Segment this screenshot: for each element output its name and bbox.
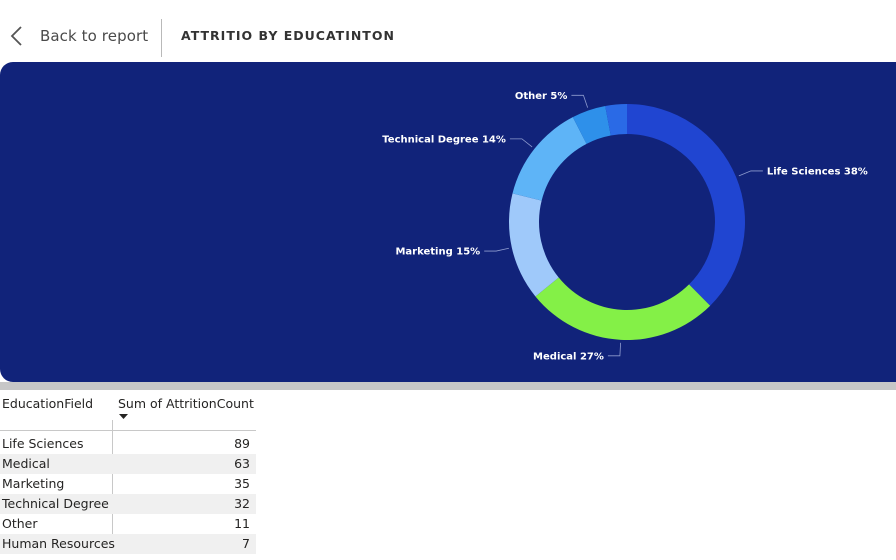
column-header-education-field[interactable]: EducationField	[2, 396, 94, 411]
data-label-marketing: Marketing 15%	[395, 247, 480, 258]
chart-panel	[0, 62, 896, 382]
donut-slice-marketing[interactable]	[509, 193, 559, 297]
table-row[interactable]: Technical Degree 32	[0, 494, 256, 514]
cell-education-field: Technical Degree	[2, 496, 109, 511]
chevron-left-icon	[10, 26, 22, 46]
data-label-medical: Medical 27%	[533, 351, 604, 362]
column-header-sum-attrition[interactable]: Sum of AttritionCount	[118, 396, 254, 411]
leader-line-technical-degree	[509, 138, 533, 148]
cell-education-field: Human Resources	[2, 536, 115, 551]
cell-attrition-count: 7	[242, 536, 250, 551]
data-label-other: Other 5%	[515, 91, 568, 102]
table-header: EducationField Sum of AttritionCount	[0, 393, 256, 431]
cell-education-field: Other	[2, 516, 38, 531]
donut-slice-medical[interactable]	[535, 277, 711, 340]
cell-attrition-count: 63	[234, 456, 250, 471]
leader-line-life-sciences	[738, 170, 763, 177]
leader-line-medical	[607, 342, 621, 357]
cell-attrition-count: 89	[234, 436, 250, 451]
cell-attrition-count: 32	[234, 496, 250, 511]
leader-line-marketing	[484, 247, 509, 252]
back-button[interactable]: Back to report	[6, 18, 148, 54]
table-row[interactable]: Life Sciences 89	[0, 434, 256, 454]
cell-education-field: Marketing	[2, 476, 65, 491]
column-divider	[112, 420, 113, 542]
data-label-technical-degree: Technical Degree 14%	[382, 134, 506, 145]
page-title: ATTRITIO BY EDUCATINTON	[181, 28, 395, 43]
leader-line-other	[571, 94, 589, 108]
table-row[interactable]: Marketing 35	[0, 474, 256, 494]
data-table: EducationField Sum of AttritionCount Lif…	[0, 393, 256, 554]
cell-education-field: Life Sciences	[2, 436, 84, 451]
cell-education-field: Medical	[2, 456, 50, 471]
table-row[interactable]: Other 11	[0, 514, 256, 534]
donut-slice-technical-degree[interactable]	[512, 117, 587, 201]
donut-slice-human-resources[interactable]	[605, 104, 627, 136]
donut-chart[interactable]: Life Sciences 38% Medical 27% Marketing 15…	[0, 62, 896, 382]
chart-panel-shadow	[0, 382, 896, 390]
back-button-label: Back to report	[40, 27, 149, 45]
sort-descending-icon[interactable]	[119, 414, 128, 419]
cell-attrition-count: 11	[234, 516, 250, 531]
cell-attrition-count: 35	[234, 476, 250, 491]
header: Back to report ATTRITIO BY EDUCATINTON	[0, 0, 896, 62]
donut-slice-life-sciences[interactable]	[627, 104, 745, 306]
table-row[interactable]: Medical 63	[0, 454, 256, 474]
table-row[interactable]: Human Resources 7	[0, 534, 256, 554]
header-divider	[161, 19, 162, 57]
donut-slice-other[interactable]	[572, 106, 611, 144]
table-body: Life Sciences 89 Medical 63 Marketing 35…	[0, 434, 256, 554]
data-label-life-sciences: Life Sciences 38%	[767, 166, 868, 177]
